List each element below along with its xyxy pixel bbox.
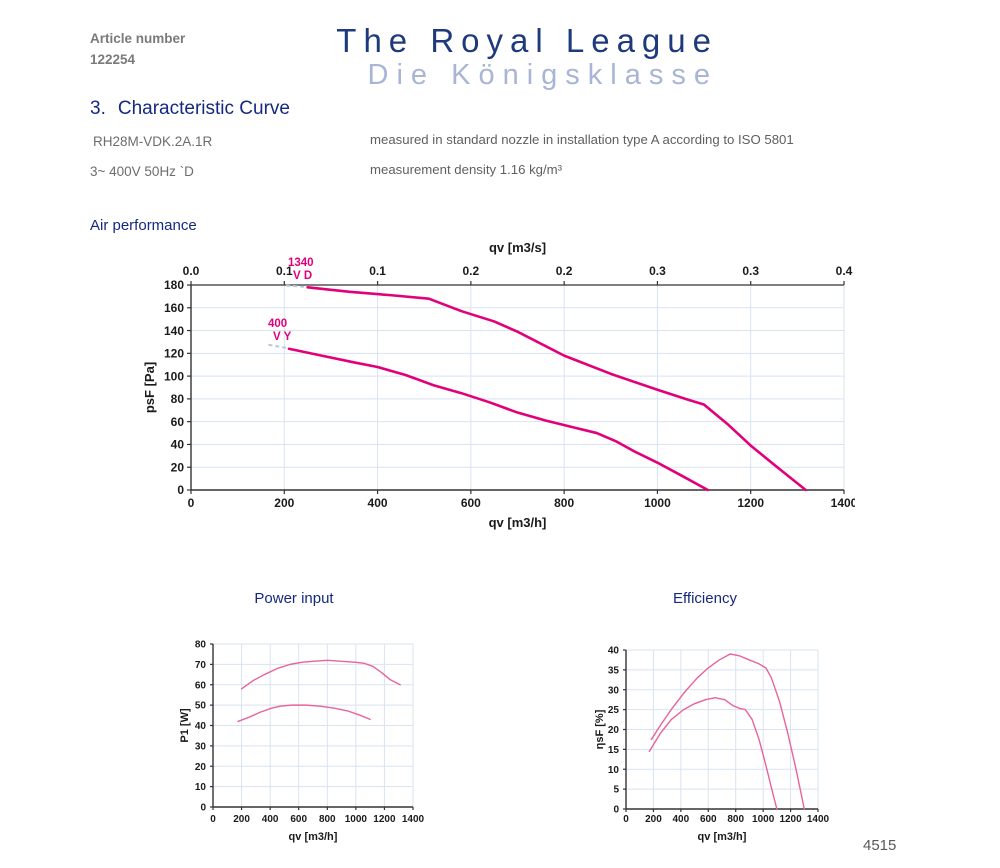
svg-text:70: 70 — [195, 660, 207, 671]
svg-text:160: 160 — [164, 301, 184, 315]
svg-text:1000: 1000 — [345, 814, 368, 825]
measurement-note-2: measurement density 1.16 kg/m³ — [370, 162, 563, 177]
svg-text:40: 40 — [171, 438, 185, 452]
product-model: RH28M-VDK.2A.1R — [93, 134, 213, 149]
efficiency-heading: Efficiency — [673, 590, 737, 607]
air-performance-chart: 0 20 40 60 80 100 120 140 160 180 0 200 400 600 800 100… — [140, 235, 855, 535]
svg-text:800: 800 — [727, 814, 744, 825]
svg-text:35: 35 — [608, 665, 620, 676]
section-title: 3. Characteristic Curve — [90, 98, 290, 120]
svg-text:0.3: 0.3 — [649, 264, 666, 278]
svg-text:200: 200 — [274, 496, 294, 510]
svg-text:0.0: 0.0 — [183, 264, 200, 278]
svg-text:0: 0 — [623, 814, 629, 825]
svg-text:1000: 1000 — [644, 496, 671, 510]
svg-text:30: 30 — [608, 685, 620, 696]
svg-text:1200: 1200 — [779, 814, 802, 825]
article-number-block: Article number 122254 — [90, 28, 185, 70]
svg-text:80: 80 — [171, 392, 185, 406]
svg-text:1200: 1200 — [373, 814, 396, 825]
svg-text:10: 10 — [608, 765, 620, 776]
svg-text:1400: 1400 — [831, 496, 855, 510]
svg-text:60: 60 — [195, 680, 207, 691]
svg-text:400: 400 — [268, 318, 287, 330]
svg-text:psF [Pa]: psF [Pa] — [142, 362, 157, 413]
svg-text:qv [m3/h]: qv [m3/h] — [289, 831, 338, 843]
svg-text:40: 40 — [195, 721, 207, 732]
svg-text:600: 600 — [461, 496, 481, 510]
svg-text:140: 140 — [164, 324, 184, 338]
svg-text:20: 20 — [195, 762, 207, 773]
air-performance-plot: 0 20 40 60 80 100 120 140 160 180 0 200 400 600 800 100… — [142, 240, 855, 530]
svg-text:30: 30 — [195, 741, 207, 752]
svg-text:600: 600 — [290, 814, 307, 825]
svg-text:V D: V D — [293, 270, 312, 282]
svg-text:0: 0 — [200, 803, 206, 814]
svg-text:600: 600 — [700, 814, 717, 825]
svg-text:40: 40 — [608, 646, 620, 657]
svg-text:100: 100 — [164, 369, 184, 383]
section-number: 3. — [90, 98, 106, 119]
svg-text:0.1: 0.1 — [369, 264, 386, 278]
svg-text:V Y: V Y — [273, 331, 292, 343]
svg-text:800: 800 — [319, 814, 336, 825]
air-performance-heading: Air performance — [90, 217, 197, 234]
svg-text:180: 180 — [164, 278, 184, 292]
svg-text:200: 200 — [233, 814, 250, 825]
svg-text:1400: 1400 — [402, 814, 425, 825]
svg-text:0.3: 0.3 — [742, 264, 759, 278]
svg-text:qv [m3/h]: qv [m3/h] — [698, 831, 747, 843]
svg-text:25: 25 — [608, 705, 620, 716]
svg-text:400: 400 — [262, 814, 279, 825]
svg-text:80: 80 — [195, 640, 207, 651]
svg-text:400: 400 — [673, 814, 690, 825]
svg-text:ηsF [%]: ηsF [%] — [595, 709, 606, 749]
svg-text:20: 20 — [608, 725, 620, 736]
svg-text:1000: 1000 — [752, 814, 775, 825]
measurement-note-1: measured in standard nozzle in installat… — [370, 132, 794, 147]
page-number: 4515 — [863, 837, 897, 854]
svg-text:15: 15 — [608, 745, 620, 756]
svg-text:120: 120 — [164, 347, 184, 361]
svg-text:0.1: 0.1 — [276, 264, 293, 278]
product-voltage: 3~ 400V 50Hz `D — [90, 164, 194, 179]
svg-text:0.4: 0.4 — [836, 264, 853, 278]
svg-text:200: 200 — [645, 814, 662, 825]
svg-text:0: 0 — [210, 814, 216, 825]
article-number-value: 122254 — [90, 52, 136, 67]
brand-logo: The Royal League Die Königsklasse — [300, 24, 718, 91]
svg-text:0.2: 0.2 — [556, 264, 573, 278]
svg-text:P1 [W]: P1 [W] — [180, 708, 191, 743]
svg-text:50: 50 — [195, 701, 207, 712]
svg-text:800: 800 — [554, 496, 574, 510]
power-input-heading: Power input — [254, 590, 334, 607]
svg-text:1400: 1400 — [807, 814, 830, 825]
svg-text:10: 10 — [195, 782, 207, 793]
svg-text:0.2: 0.2 — [463, 264, 480, 278]
svg-text:qv [m3/s]: qv [m3/s] — [489, 240, 546, 255]
svg-text:1340: 1340 — [288, 257, 314, 269]
section-title-text: Characteristic Curve — [117, 98, 290, 119]
brand-logo-line1: The Royal League — [336, 22, 718, 59]
efficiency-chart: 0 5 10 15 20 25 30 35 40 0 200 400 600 800 1000 1200 140… — [595, 640, 845, 845]
svg-text:0: 0 — [613, 805, 619, 816]
svg-text:qv [m3/h]: qv [m3/h] — [489, 515, 547, 530]
svg-text:0: 0 — [177, 483, 184, 497]
svg-text:60: 60 — [171, 415, 185, 429]
svg-text:0: 0 — [188, 496, 195, 510]
svg-text:20: 20 — [171, 460, 185, 474]
article-number-label: Article number — [90, 31, 186, 46]
svg-text:5: 5 — [613, 785, 619, 796]
brand-logo-line2: Die Königsklasse — [367, 59, 718, 91]
power-input-chart: 0 10 20 30 40 50 60 70 80 0 200 400 600 800 1000 1200 14… — [180, 640, 430, 845]
svg-text:400: 400 — [368, 496, 388, 510]
svg-text:1200: 1200 — [737, 496, 764, 510]
